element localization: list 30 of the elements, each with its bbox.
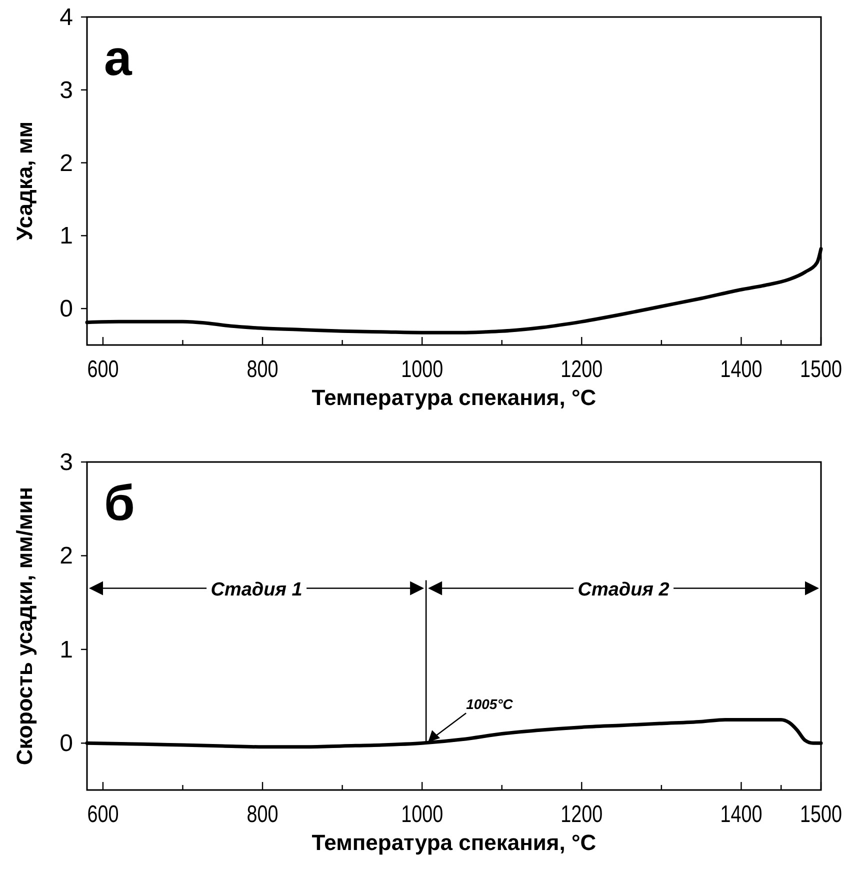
y-tick-label: 0 xyxy=(60,730,73,758)
annotation: Стадия 1 xyxy=(210,579,302,600)
annotation: Стадия 2 xyxy=(578,579,670,600)
chart-title: б xyxy=(104,475,135,531)
chart-title: а xyxy=(104,30,133,86)
y-tick-label: 0 xyxy=(60,296,73,323)
x-axis-title: Температура спекания, °C xyxy=(312,385,596,410)
y-tick-label: 2 xyxy=(60,150,73,177)
y-tick-label: 4 xyxy=(60,4,73,31)
x-axis-title: Температура спекания, °C xyxy=(312,830,596,855)
x-tick-label: 1500 xyxy=(800,356,851,383)
y-axis-title: Скорость усадки, мм/мин xyxy=(12,486,37,766)
x-tick-label: 600 xyxy=(87,801,128,828)
x-tick-label: 600 xyxy=(87,356,128,383)
x-tick-label: 1500 xyxy=(800,801,851,828)
x-tick-label: 1200 xyxy=(560,356,614,383)
y-tick-label: 1 xyxy=(60,636,73,664)
y-tick-label: 1 xyxy=(60,222,73,250)
ref-line-label: 1005°C xyxy=(466,696,514,712)
x-tick-label: 1000 xyxy=(401,356,454,383)
x-tick-label: 800 xyxy=(246,356,287,383)
y-tick-label: 3 xyxy=(60,76,73,104)
x-tick-label: 1400 xyxy=(720,356,774,383)
x-tick-label: 1400 xyxy=(720,801,774,828)
x-tick-label: 1000 xyxy=(401,801,454,828)
y-axis-title: Усадка, мм xyxy=(12,121,37,241)
y-tick-label: 2 xyxy=(60,542,73,570)
x-tick-label: 1200 xyxy=(560,801,614,828)
y-tick-label: 3 xyxy=(60,449,73,476)
x-tick-label: 800 xyxy=(246,801,287,828)
